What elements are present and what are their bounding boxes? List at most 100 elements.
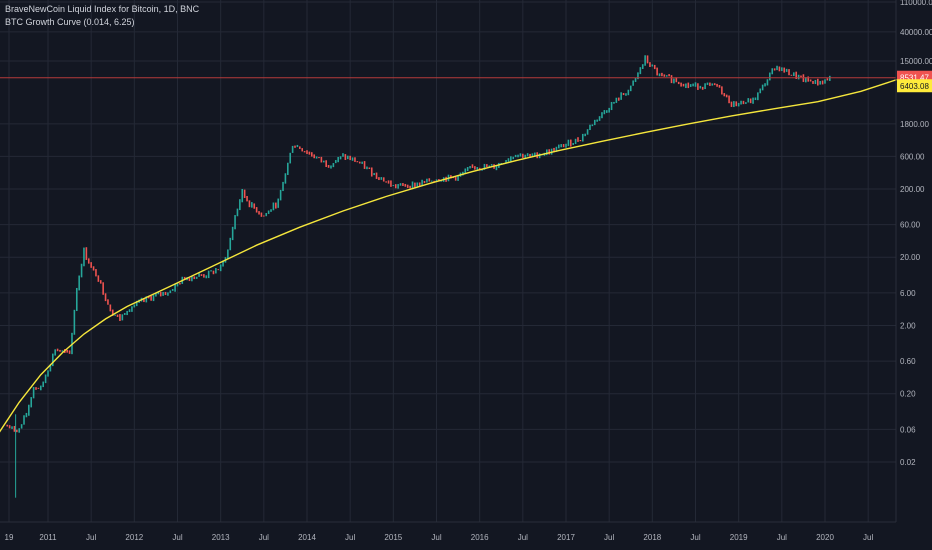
price-candle [581,133,584,142]
price-candle [769,72,771,81]
price-candle [332,163,335,168]
x-tick-label: Jul [604,533,614,542]
price-candle [433,180,435,182]
price-candle [699,85,702,89]
price-candle [574,138,577,145]
price-candle [159,291,162,297]
price-candle [131,306,133,312]
price-candle [797,74,800,80]
price-candle [819,81,822,85]
price-candle [299,146,301,149]
price-candle [337,156,339,163]
price-candle [174,284,176,292]
price-candle [694,82,697,87]
price-candle [733,101,735,108]
price-candle [495,165,498,171]
price-candle [668,74,670,77]
price-candle [781,67,783,72]
price-candle [761,84,764,91]
price-candle [713,83,716,86]
price-candle [471,164,474,168]
grid [0,0,896,522]
price-candle [661,72,663,77]
price-candle [565,143,567,148]
price-candle [378,177,380,181]
price-candle [116,314,119,317]
price-candle [231,226,234,241]
price-candle [486,164,488,167]
price-candle [488,165,491,168]
price-candle [349,155,351,161]
price-candle [817,78,819,86]
price-candle [828,75,831,81]
price-candle [711,83,714,86]
price-candle [641,64,644,70]
y-tick-label: 0.20 [900,390,916,399]
price-candle [567,139,570,147]
price-candle [342,153,344,157]
price-candle [721,86,723,95]
price-candle [665,75,668,77]
y-tick-label: 1800.00 [900,120,929,129]
price-candle [406,184,409,188]
price-candle [522,153,524,158]
price-candle [737,102,740,107]
price-candle [625,93,627,96]
legend-symbol[interactable]: BraveNewCoin Liquid Index for Bitcoin, 1… [5,4,200,14]
x-tick-label: 2019 [730,533,748,542]
price-candle [512,156,515,160]
price-candle [742,100,745,105]
price-candle [23,415,25,425]
price-candle [421,179,423,186]
price-candle [183,276,186,281]
y-tick-label: 200.00 [900,185,925,194]
price-candle [474,166,476,170]
price-candle [800,75,802,78]
price-candle [704,83,706,90]
y-tick-label: 60.00 [900,221,921,230]
price-candle [133,304,136,308]
price-candle [85,247,88,260]
price-candle [222,260,224,267]
price-candle [517,154,519,158]
price-candle [651,64,654,67]
price-candle [260,212,263,217]
price-candle [682,83,685,87]
price-candle [675,77,678,83]
price-candle [61,350,64,352]
price-candle [754,97,757,101]
price-candle [99,280,102,284]
price-candle [632,80,634,86]
price-candle [75,287,78,312]
price-candle [253,203,256,209]
legend-indicator[interactable]: BTC Growth Curve (0.014, 6.25) [5,17,135,27]
price-candle [59,349,61,352]
price-candle [373,173,375,176]
price-candle [315,156,318,159]
price-candle [476,167,479,170]
price-candle [44,374,47,384]
price-candle [47,370,49,377]
price-candle [637,72,639,80]
x-tick-label: Jul [259,533,269,542]
price-candle [809,79,812,82]
price-candle [205,275,208,279]
price-candle [203,274,205,278]
price-candle [123,313,126,315]
price-candle [716,83,718,87]
price-candle [546,149,548,156]
price-candle [243,189,246,198]
price-candle [793,72,795,77]
price-candle [771,68,774,75]
price-candle [680,82,682,87]
price-candle [387,180,390,184]
price-candle [37,387,40,389]
price-candle [11,426,13,429]
x-tick-label: 2020 [816,533,834,542]
x-tick-label: Jul [86,533,96,542]
price-candle [289,152,292,164]
price-candle [826,78,829,81]
price-candle [162,292,164,296]
x-tick-label: Jul [777,533,787,542]
